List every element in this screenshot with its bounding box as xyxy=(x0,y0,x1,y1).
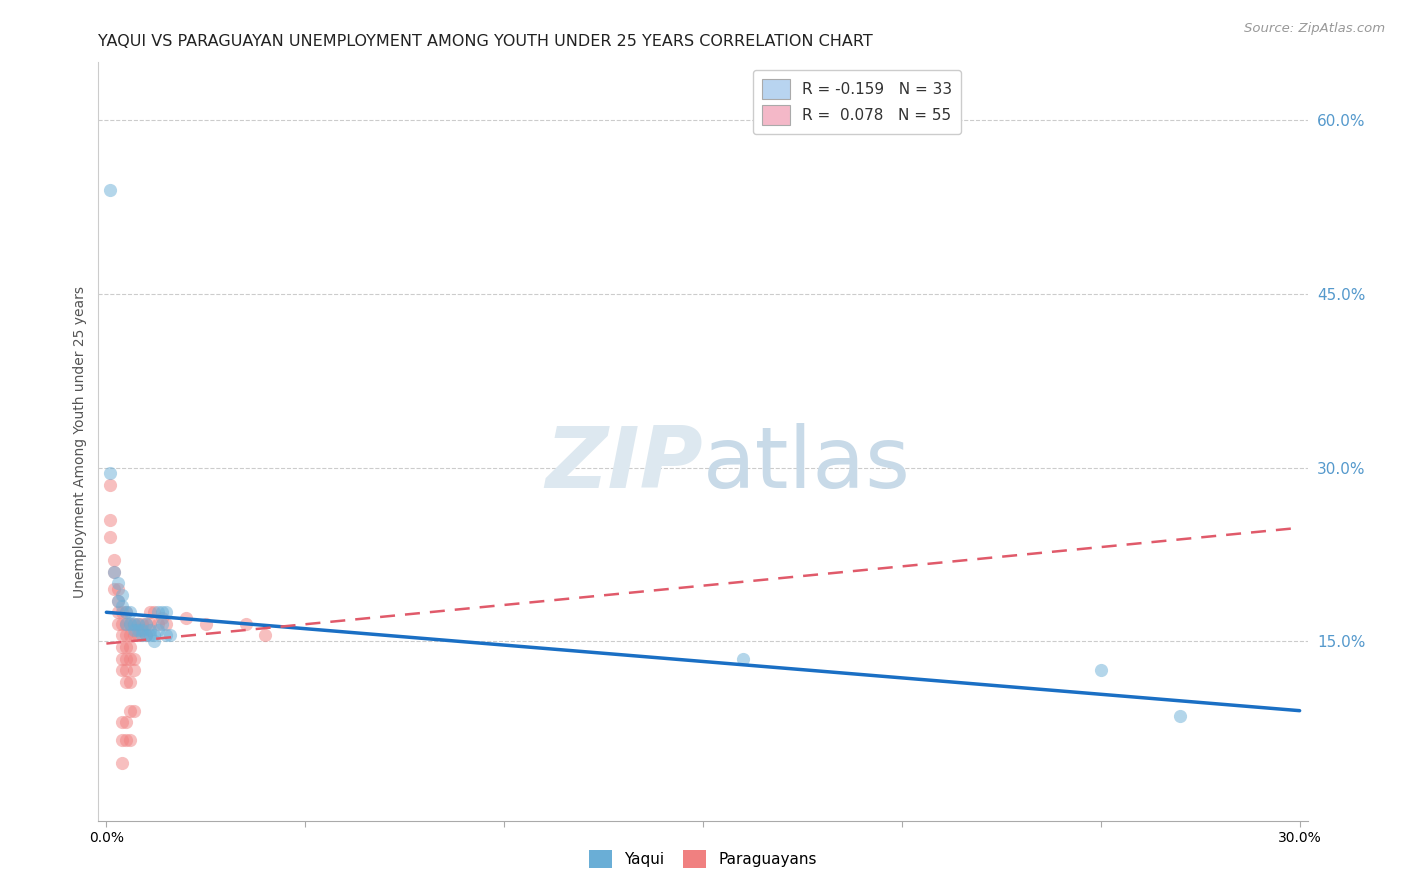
Y-axis label: Unemployment Among Youth under 25 years: Unemployment Among Youth under 25 years xyxy=(73,285,87,598)
Point xyxy=(150,616,173,631)
Text: ZIP: ZIP xyxy=(546,423,703,506)
Point xyxy=(115,628,138,642)
Point xyxy=(127,616,149,631)
Point xyxy=(107,582,129,596)
Point xyxy=(122,651,145,665)
Text: YAQUI VS PARAGUAYAN UNEMPLOYMENT AMONG YOUTH UNDER 25 YEARS CORRELATION CHART: YAQUI VS PARAGUAYAN UNEMPLOYMENT AMONG Y… xyxy=(98,34,873,49)
Point xyxy=(143,628,166,642)
Point xyxy=(155,616,177,631)
Point xyxy=(115,674,138,689)
Point xyxy=(131,628,153,642)
Point xyxy=(120,651,142,665)
Point xyxy=(111,732,134,747)
Point xyxy=(111,651,134,665)
Point xyxy=(120,640,142,654)
Point xyxy=(254,628,277,642)
Point xyxy=(159,628,181,642)
Point xyxy=(135,628,157,642)
Point xyxy=(107,576,129,591)
Point xyxy=(115,732,138,747)
Point xyxy=(135,628,157,642)
Point xyxy=(103,553,125,567)
Point xyxy=(155,628,177,642)
Point xyxy=(115,605,138,619)
Point xyxy=(150,611,173,625)
Point xyxy=(235,616,257,631)
Point xyxy=(1090,663,1112,677)
Point xyxy=(111,628,134,642)
Text: atlas: atlas xyxy=(703,423,911,506)
Point xyxy=(122,623,145,637)
Text: Source: ZipAtlas.com: Source: ZipAtlas.com xyxy=(1244,22,1385,36)
Point xyxy=(111,599,134,614)
Legend: Yaqui, Paraguayans: Yaqui, Paraguayans xyxy=(583,844,823,873)
Point xyxy=(122,616,145,631)
Point xyxy=(120,616,142,631)
Point xyxy=(103,565,125,579)
Point xyxy=(135,616,157,631)
Point xyxy=(155,605,177,619)
Point xyxy=(194,616,217,631)
Point xyxy=(122,628,145,642)
Point xyxy=(139,605,162,619)
Point xyxy=(98,467,121,481)
Point xyxy=(107,605,129,619)
Point xyxy=(122,704,145,718)
Point xyxy=(120,674,142,689)
Point xyxy=(120,732,142,747)
Point xyxy=(146,616,169,631)
Point xyxy=(1168,709,1191,723)
Point xyxy=(98,183,121,197)
Point xyxy=(127,623,149,637)
Point xyxy=(174,611,197,625)
Point xyxy=(98,530,121,544)
Point xyxy=(139,628,162,642)
Point xyxy=(111,756,134,770)
Point xyxy=(115,715,138,730)
Point xyxy=(111,663,134,677)
Point xyxy=(107,593,129,607)
Point xyxy=(115,616,138,631)
Point xyxy=(122,663,145,677)
Point xyxy=(131,616,153,631)
Point xyxy=(143,605,166,619)
Point xyxy=(127,628,149,642)
Point xyxy=(111,715,134,730)
Point xyxy=(731,651,754,665)
Point xyxy=(115,651,138,665)
Point xyxy=(131,623,153,637)
Point xyxy=(103,565,125,579)
Point xyxy=(111,616,134,631)
Point xyxy=(107,593,129,607)
Point xyxy=(146,623,169,637)
Point xyxy=(135,616,157,631)
Point xyxy=(120,616,142,631)
Point xyxy=(115,663,138,677)
Point xyxy=(139,623,162,637)
Point xyxy=(111,588,134,602)
Point xyxy=(120,605,142,619)
Point xyxy=(107,616,129,631)
Point xyxy=(146,605,169,619)
Point xyxy=(139,616,162,631)
Point xyxy=(103,582,125,596)
Point xyxy=(98,513,121,527)
Point xyxy=(120,628,142,642)
Point xyxy=(150,605,173,619)
Point xyxy=(120,704,142,718)
Point xyxy=(115,605,138,619)
Point xyxy=(115,616,138,631)
Point xyxy=(115,640,138,654)
Point xyxy=(111,640,134,654)
Point xyxy=(122,616,145,631)
Point xyxy=(111,605,134,619)
Point xyxy=(143,634,166,648)
Point xyxy=(98,478,121,492)
Point xyxy=(127,616,149,631)
